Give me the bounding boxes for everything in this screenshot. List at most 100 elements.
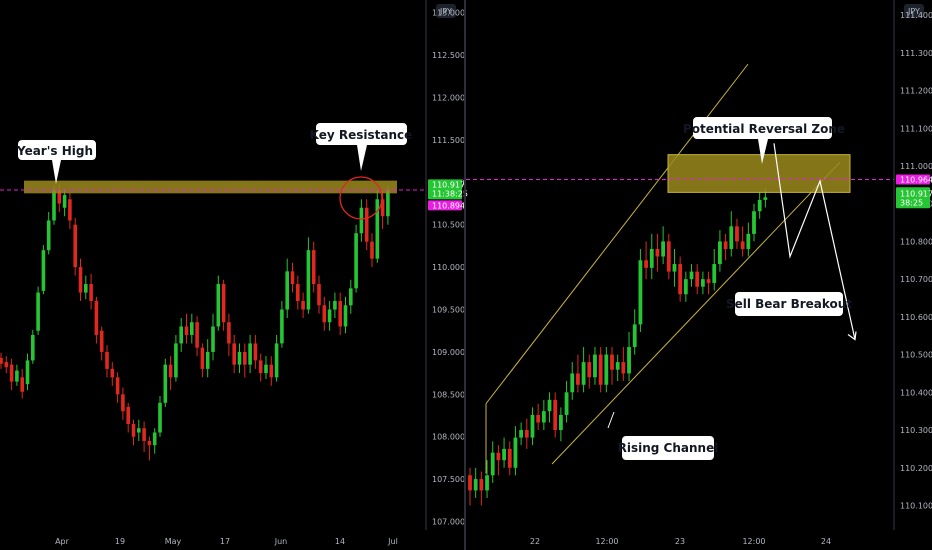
r-candle-35 [666, 241, 671, 272]
l-candle-32 [168, 364, 173, 378]
l-candle-70 [370, 241, 374, 259]
right-currency-badge [904, 4, 924, 18]
l-candle-53 [280, 309, 284, 344]
l-candle-47 [248, 343, 252, 365]
l-candle-54 [285, 271, 289, 310]
l-candle-68 [359, 207, 364, 234]
key-resistance-circle [339, 176, 383, 220]
l-candle-0 [0, 357, 3, 364]
l-candle-14 [73, 224, 77, 268]
r-candle-30 [638, 260, 643, 325]
l-candle-27 [142, 428, 146, 441]
r-y-tick-6: 110.800 [900, 237, 932, 246]
l-candle-34 [179, 326, 183, 344]
l-candle-66 [349, 288, 353, 306]
l-candle-8 [41, 250, 46, 291]
r-candle-45 [723, 241, 728, 249]
rising-channel-pointer [607, 411, 615, 429]
l-y-tick-7: 109.500 [432, 306, 465, 315]
l-candle-38 [200, 347, 205, 369]
l-y-tick-11: 107.500 [432, 475, 465, 484]
l-candle-10 [52, 190, 56, 221]
r-candle-27 [621, 362, 626, 374]
l-candle-36 [190, 322, 194, 335]
callout-sell-bear-breakout: Sell Bear Breakout [726, 292, 852, 316]
r-y-tick-4: 111.000 [900, 162, 932, 171]
l-candle-3 [15, 370, 19, 382]
r-candle-51 [757, 199, 762, 212]
r-candle-10 [524, 430, 529, 438]
l-x-tick-5: 14 [335, 537, 345, 546]
right-price-label: 110.917 [900, 189, 932, 198]
r-candle-48 [740, 241, 745, 249]
l-candle-21 [110, 368, 115, 378]
l-candle-20 [105, 351, 109, 369]
panel-divider [464, 0, 466, 550]
l-y-tick-5: 110.500 [432, 221, 465, 230]
left-currency-badge [436, 4, 456, 18]
right-candles [468, 188, 768, 506]
l-candle-56 [296, 284, 300, 302]
l-candle-67 [354, 233, 358, 289]
r-candle-43 [712, 264, 717, 283]
l-x-tick-4: Jun [274, 537, 288, 546]
r-y-tick-8: 110.600 [900, 313, 932, 322]
left-candles [0, 184, 390, 461]
r-candle-16 [558, 414, 563, 431]
l-y-tick-8: 109.000 [432, 348, 465, 357]
key-resistance-label: Key Resistance [310, 128, 413, 142]
r-candle-6 [502, 448, 506, 461]
l-candle-30 [158, 402, 162, 433]
r-x-tick-1: 12:00 [595, 537, 618, 546]
r-candle-29 [632, 324, 637, 348]
r-x-tick-3: 12:00 [742, 537, 765, 546]
l-candle-6 [31, 334, 35, 361]
right-chart: JPY 111.400 111.300 111.200 111.100 111.000 1… [466, 0, 932, 546]
l-candle-4 [20, 377, 24, 392]
r-y-tick-11: 110.300 [900, 426, 932, 435]
l-candle-18 [94, 301, 99, 335]
l-candle-11 [57, 190, 62, 204]
l-y-tick-2: 112.000 [432, 94, 465, 103]
l-candle-46 [243, 351, 247, 365]
callout-potential-reversal-zone: Potential Reversal Zone [683, 117, 845, 164]
l-candle-44 [232, 343, 236, 365]
left-y-axis: JPY 113.000112.500112.000111.500111.0001… [425, 0, 468, 530]
l-candle-15 [78, 267, 83, 293]
l-candle-16 [84, 284, 88, 293]
l-candle-60 [317, 284, 321, 306]
l-candle-12 [62, 195, 67, 208]
left-x-axis: Apr 19 May 17 Jun 14 Jul [55, 537, 398, 546]
r-candle-52 [763, 197, 768, 200]
l-y-tick-1: 112.500 [432, 51, 465, 60]
rising-channel-label: Rising Channel [618, 441, 719, 455]
l-candle-5 [25, 360, 30, 385]
l-x-tick-3: 17 [220, 537, 230, 546]
l-candle-22 [115, 377, 120, 395]
right-line-label: 110.964 [900, 176, 932, 185]
l-candle-57 [301, 301, 305, 310]
l-candle-63 [333, 301, 337, 310]
l-candle-29 [152, 432, 157, 446]
l-candle-19 [99, 330, 104, 352]
r-candle-8 [513, 437, 518, 468]
projection-arrow-head [847, 331, 857, 341]
r-candle-34 [661, 241, 666, 257]
l-candle-9 [46, 220, 51, 251]
r-x-tick-0: 22 [530, 537, 540, 546]
callout-rising-channel: Rising Channel [618, 436, 719, 460]
left-chart: JPY 113.000112.500112.000111.500111.0001… [0, 0, 468, 546]
r-candle-49 [746, 233, 751, 249]
l-candle-52 [274, 343, 279, 378]
l-y-tick-6: 110.000 [432, 263, 465, 272]
r-y-tick-12: 110.200 [900, 464, 932, 473]
l-candle-69 [364, 207, 369, 242]
l-candle-40 [211, 326, 215, 352]
right-line-tag [896, 174, 930, 185]
l-candle-25 [131, 424, 136, 437]
l-candle-62 [327, 309, 332, 323]
r-y-tick-0: 111.400 [900, 11, 932, 20]
l-candle-45 [237, 351, 242, 365]
l-y-tick-12: 107.000 [432, 518, 465, 527]
